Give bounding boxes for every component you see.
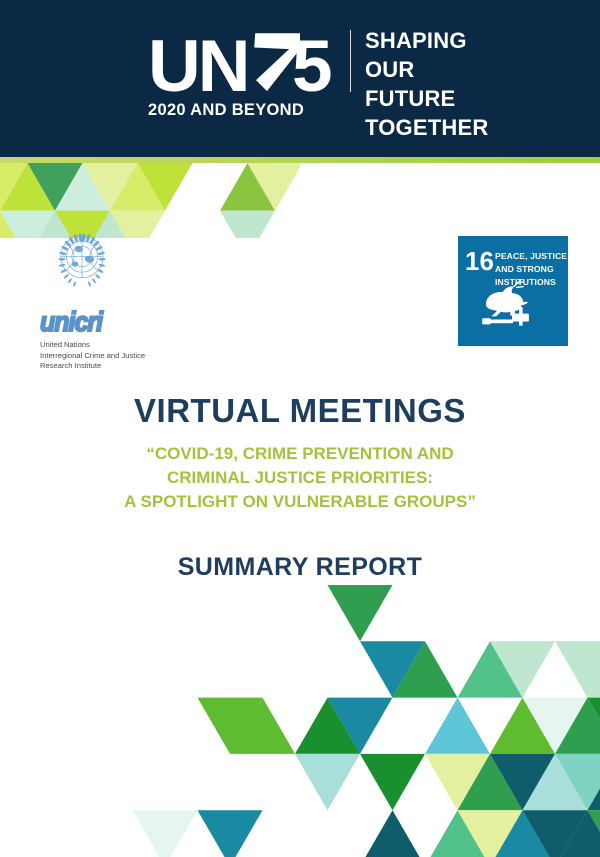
svg-text:5: 5 [292, 26, 333, 107]
svg-text:2020 AND BEYOND: 2020 AND BEYOND [148, 101, 304, 119]
svg-text:UN: UN [148, 26, 247, 107]
